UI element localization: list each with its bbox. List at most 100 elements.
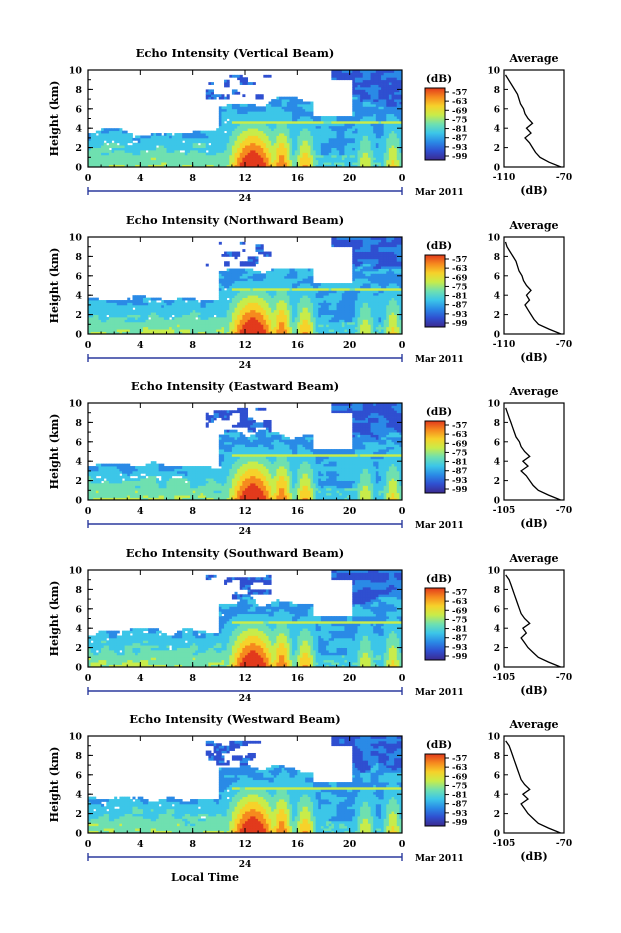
heatmap-cell (153, 322, 156, 325)
heatmap-cell (344, 148, 347, 151)
heatmap-cell (235, 256, 238, 259)
heatmap-cell (347, 123, 350, 126)
heatmap-cell (93, 305, 96, 308)
heatmap-cell (151, 305, 154, 308)
heatmap-cell (143, 307, 146, 310)
heatmap-cell (214, 317, 217, 320)
heatmap-cell (132, 143, 135, 146)
heatmap-cell (365, 162, 368, 165)
heatmap-cell (159, 322, 162, 325)
heatmap-cell (324, 160, 327, 163)
heatmap-cell (363, 135, 366, 138)
heatmap-cell (172, 312, 175, 315)
heatmap-cell (279, 138, 282, 141)
heatmap-cell (248, 145, 251, 148)
heatmap-cell (237, 327, 240, 330)
heatmap-cell (114, 143, 117, 146)
heatmap-cell (334, 300, 337, 303)
heatmap-cell (112, 315, 115, 318)
heatmap-cell (300, 283, 303, 286)
heatmap-cell (245, 77, 248, 80)
heatmap-cell (276, 302, 279, 305)
heatmap-cell (148, 315, 151, 318)
heatmap-cell (287, 319, 290, 322)
heatmap-cell (284, 271, 287, 274)
heatmap-cell (237, 276, 240, 279)
heatmap-cell (378, 99, 381, 102)
heatmap-cell (321, 300, 324, 303)
heatmap-cell (167, 315, 170, 318)
heatmap-cell (153, 307, 156, 310)
heatmap-cell (389, 85, 392, 88)
heatmap-cell (352, 148, 355, 151)
heatmap-cell (235, 252, 238, 255)
heatmap-cell (310, 140, 313, 143)
heatmap-cell (130, 155, 133, 158)
heatmap-cell (101, 135, 104, 138)
heatmap-cell (161, 150, 164, 153)
heatmap-cell (386, 89, 389, 92)
heatmap-cell (266, 123, 269, 126)
heatmap-cell (342, 286, 345, 289)
heatmap-cell (255, 288, 258, 291)
heatmap-cell (318, 152, 321, 155)
heatmap-cell (300, 114, 303, 117)
heatmap-cell (164, 319, 167, 322)
heatmap-cell (227, 128, 230, 131)
heatmap-cell (261, 116, 264, 119)
heatmap-cell (355, 157, 358, 160)
heatmap-cell (279, 312, 282, 315)
heatmap-cell (321, 133, 324, 136)
heatmap-cell (386, 111, 389, 114)
heatmap-cell (229, 271, 232, 274)
heatmap-cell (394, 143, 397, 146)
heatmap-cell (227, 281, 230, 284)
heatmap-cell (235, 310, 238, 313)
heatmap-cell (248, 82, 251, 85)
heatmap-cell (339, 116, 342, 119)
heatmap-cell (206, 264, 209, 267)
heatmap-cell (248, 114, 251, 117)
heatmap-cell (303, 145, 306, 148)
heatmap-cell (376, 131, 379, 134)
heatmap-cell (221, 140, 224, 143)
heatmap-cell (334, 305, 337, 308)
heatmap-cell (392, 87, 395, 90)
heatmap-cell (289, 126, 292, 129)
heatmap-cell (287, 104, 290, 107)
heatmap-cell (397, 140, 400, 143)
heatmap-cell (389, 116, 392, 119)
heatmap-cell (125, 302, 128, 305)
heatmap-cell (240, 305, 243, 308)
heatmap-cell (276, 157, 279, 160)
heatmap-cell (132, 317, 135, 320)
heatmap-cell (229, 293, 232, 296)
heatmap-cell (235, 119, 238, 122)
heatmap-cell (195, 315, 198, 318)
heatmap-cell (295, 109, 298, 112)
heatmap-cell (248, 143, 251, 146)
heatmap-cell (287, 281, 290, 284)
heatmap-cell (253, 121, 256, 124)
heatmap-cell (373, 106, 376, 109)
heatmap-cell (187, 140, 190, 143)
heatmap-cell (263, 293, 266, 296)
heatmap-cell (261, 295, 264, 298)
heatmap-cell (352, 133, 355, 136)
heatmap-cell (271, 133, 274, 136)
heatmap-cell (342, 128, 345, 131)
heatmap-cell (135, 148, 138, 151)
heatmap-cell (164, 302, 167, 305)
heatmap-cell (195, 138, 198, 141)
heatmap-cell (310, 114, 313, 117)
heatmap-cell (229, 281, 232, 284)
heatmap-cell (135, 315, 138, 318)
heatmap-cell (289, 286, 292, 289)
heatmap-cell (329, 148, 332, 151)
heatmap-cell (242, 106, 245, 109)
heatmap-cell (250, 290, 253, 293)
heatmap-cell (164, 148, 167, 151)
heatmap-cell (295, 143, 298, 146)
heatmap-cell (316, 319, 319, 322)
heatmap-cell (342, 239, 345, 242)
